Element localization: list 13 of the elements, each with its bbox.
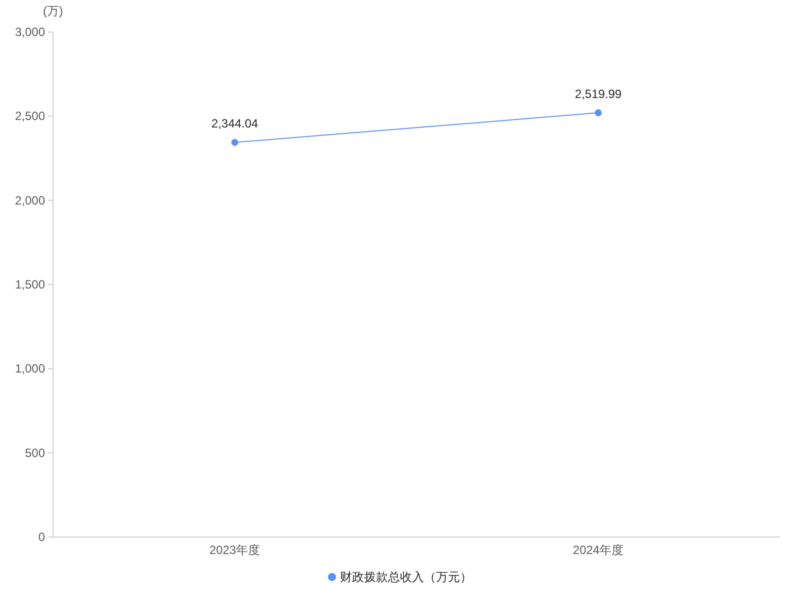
y-tick-label: 1,000 — [14, 362, 46, 376]
legend-label: 财政拨款总收入（万元） — [340, 570, 472, 584]
y-tick-label: 2,000 — [14, 193, 46, 208]
y-tick-label: 0 — [38, 530, 46, 544]
data-label: 2,344.04 — [211, 116, 258, 130]
y-tick-label: 2,500 — [14, 109, 46, 124]
x-tick-label: 2023年度 — [209, 543, 260, 557]
y-tick-label: 500 — [24, 446, 46, 460]
y-tick-label: 3,000 — [14, 25, 46, 39]
y-tick-label: 1,500 — [14, 278, 46, 292]
y-axis-title: (万) — [43, 4, 63, 18]
x-tick-label: 2024年度 — [572, 543, 624, 557]
data-label: 2,519.99 — [574, 86, 622, 101]
